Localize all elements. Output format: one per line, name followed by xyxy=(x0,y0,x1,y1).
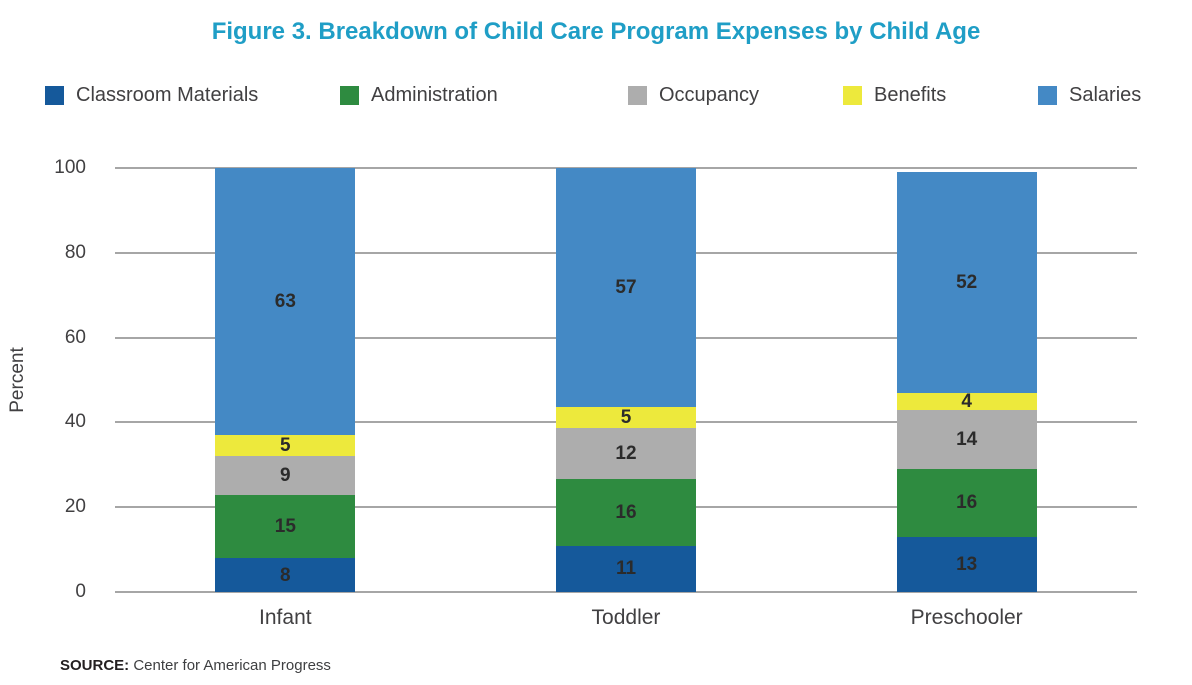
value-label: 4 xyxy=(961,390,972,412)
value-label: 5 xyxy=(620,407,632,429)
gridline-100 xyxy=(115,167,1137,169)
value-label: 11 xyxy=(615,558,637,580)
x-axis-label-infant: Infant xyxy=(259,606,312,629)
segment-occupancy-infant: 9 xyxy=(215,456,356,495)
legend-label: Salaries xyxy=(1069,84,1142,106)
segment-benefits-infant: 5 xyxy=(215,435,356,457)
legend: Classroom Materials Administration Occupan… xyxy=(0,84,1192,108)
legend-label: Administration xyxy=(371,84,498,106)
figure-title: Figure 3. Breakdown of Child Care Progra… xyxy=(211,18,981,45)
value-label: 5 xyxy=(280,435,291,457)
legend-swatch-classroom-materials xyxy=(45,86,64,105)
legend-item-administration: Administration xyxy=(340,84,498,107)
segment-occupancy-toddler: 12 xyxy=(556,428,696,479)
value-label: 9 xyxy=(280,464,291,486)
y-tick-100: 100 xyxy=(54,157,86,178)
gridline-0 xyxy=(115,591,1137,593)
bar-toddler: 11 16 12 5 57 xyxy=(556,168,696,592)
segment-classroom-materials-preschooler: 13 xyxy=(896,536,1037,592)
legend-swatch-benefits xyxy=(843,86,862,105)
value-label: 8 xyxy=(280,564,291,586)
legend-label: Benefits xyxy=(874,84,947,106)
legend-item-salaries: Salaries xyxy=(1038,84,1141,107)
legend-label: Classroom Materials xyxy=(76,84,259,106)
value-label: 16 xyxy=(956,492,978,514)
x-axis-label-preschooler: Preschooler xyxy=(910,606,1023,629)
segment-administration-toddler: 16 xyxy=(556,478,696,546)
value-label: 52 xyxy=(956,272,978,294)
value-label: 12 xyxy=(615,442,637,464)
segment-salaries-toddler: 57 xyxy=(556,168,696,408)
source-note: SOURCE: Center for American Progress xyxy=(60,657,331,674)
x-axis-label-toddler: Toddler xyxy=(591,606,661,629)
y-tick-80: 80 xyxy=(64,241,86,263)
source-text: Center for American Progress xyxy=(133,657,331,674)
legend-item-occupancy: Occupancy xyxy=(628,84,759,107)
legend-item-benefits: Benefits xyxy=(843,84,946,107)
y-tick-0: 0 xyxy=(75,581,86,602)
y-tick-20: 20 xyxy=(64,496,86,518)
value-label: 14 xyxy=(956,428,978,450)
legend-swatch-salaries xyxy=(1038,86,1057,105)
value-label: 15 xyxy=(274,515,296,537)
segment-administration-infant: 15 xyxy=(215,494,356,559)
segment-salaries-preschooler: 52 xyxy=(896,172,1037,393)
segment-administration-preschooler: 16 xyxy=(896,469,1037,537)
legend-label: Occupancy xyxy=(659,84,760,106)
segment-benefits-toddler: 5 xyxy=(556,407,696,429)
segment-occupancy-preschooler: 14 xyxy=(896,409,1037,470)
plot-area: 8 15 9 5 63 11 16 12 5 57 13 16 14 4 52 xyxy=(115,167,1137,593)
segment-classroom-materials-infant: 8 xyxy=(215,558,356,592)
bar-preschooler: 13 16 14 4 52 xyxy=(896,172,1037,592)
chart-area: Percent 8 15 9 5 63 11 16 12 5 57 13 16 14 4 52 0 20 40 6… xyxy=(0,150,1192,650)
value-label: 57 xyxy=(615,277,637,299)
segment-benefits-preschooler: 4 xyxy=(896,390,1037,412)
legend-swatch-administration xyxy=(340,86,359,105)
y-axis-label: Percent xyxy=(7,347,28,413)
value-label: 13 xyxy=(956,553,978,575)
legend-swatch-occupancy xyxy=(628,86,647,105)
value-label: 63 xyxy=(274,291,296,313)
y-tick-60: 60 xyxy=(64,326,86,348)
y-tick-40: 40 xyxy=(64,411,86,433)
source-label: SOURCE: xyxy=(60,657,130,674)
segment-salaries-infant: 63 xyxy=(215,168,356,436)
value-label: 16 xyxy=(615,501,637,523)
legend-item-classroom-materials: Classroom Materials xyxy=(45,84,258,107)
bar-infant: 8 15 9 5 63 xyxy=(215,168,356,592)
segment-classroom-materials-toddler: 11 xyxy=(556,545,696,592)
